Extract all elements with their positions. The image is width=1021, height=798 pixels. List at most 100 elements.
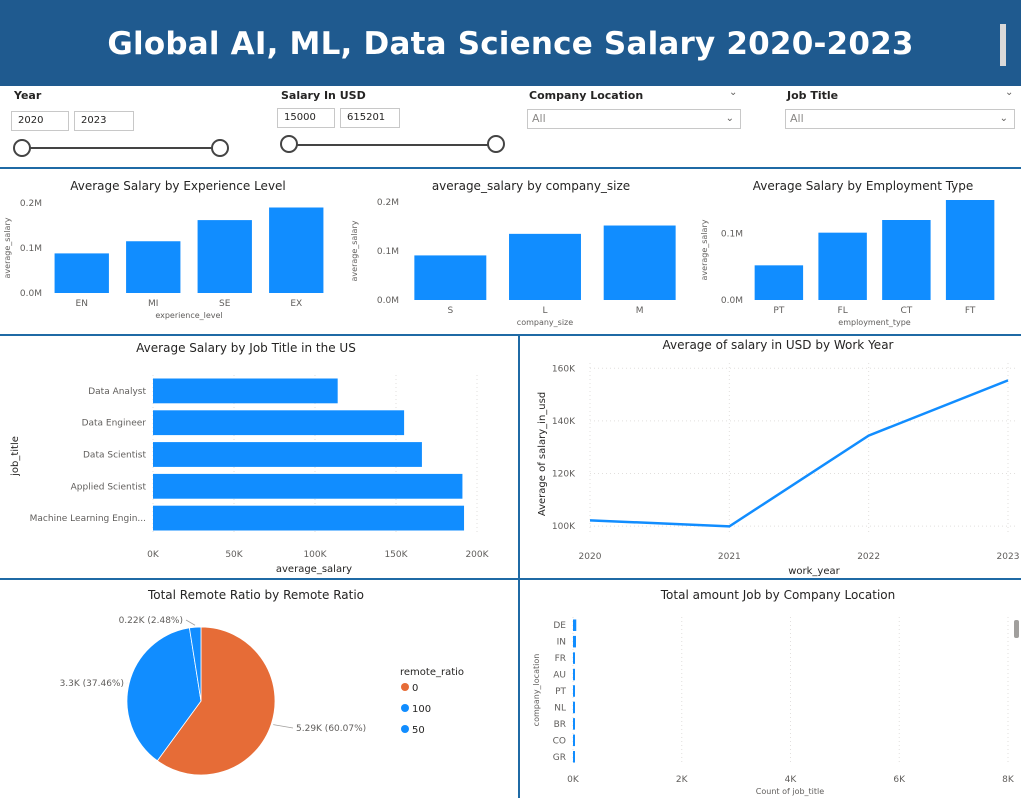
y-tick-label: IN [557,638,566,648]
bar [573,718,575,730]
salary-slider-max-handle[interactable] [487,135,505,153]
bar [153,442,422,467]
salary-slider-track[interactable] [289,144,497,146]
chart-title: Total amount Job by Company Location [660,588,895,602]
x-tick-label: SE [219,299,231,309]
bar [573,734,575,747]
x-tick-label: 2023 [997,552,1020,562]
y-tick-label: 0.1M [20,244,42,254]
legend-marker [401,704,409,712]
series-line [589,379,1009,528]
y-axis-title: Average of salary_in_usd [537,392,548,516]
pie-slice [126,627,202,762]
data-label: 0.22K (2.48%) [119,616,183,626]
y-tick-label: Data Analyst [88,387,146,397]
year-filter-label: Year [14,89,42,102]
scrollbar-handle[interactable] [1000,24,1006,66]
y-tick-label: 0.1M [721,229,743,239]
x-axis-title: company_size [517,318,573,327]
company-location-dropdown[interactable]: All ⌄ [527,109,741,129]
salary-to-input[interactable]: 615201 [340,108,400,128]
leader-line [273,724,294,729]
y-tick-label: 160K [552,364,576,374]
x-axis-title: experience_level [155,311,222,320]
bar [573,619,577,631]
bar [414,255,487,300]
y-tick-label: 100K [552,522,576,532]
x-tick-label: MI [148,299,158,309]
divider [0,334,1021,336]
scrollbar-thumb [1014,620,1019,638]
x-axis-title: work_year [788,566,840,577]
job-title-filter-label: Job Title [787,89,839,102]
x-tick-label: M [636,306,644,316]
year-slider-min-handle[interactable] [13,139,31,157]
data-label: 3.3K (37.46%) [60,679,124,689]
bar [573,668,575,681]
year-slider-track[interactable] [22,147,220,149]
x-tick-label: 50K [225,550,243,560]
bar [573,751,575,763]
bar [573,652,575,664]
y-tick-label: 0.2M [20,199,42,209]
year-to-input[interactable]: 2023 [74,111,134,131]
y-tick-label: DE [553,621,566,631]
x-tick-label: 0K [567,775,580,785]
x-tick-label: 100K [303,550,327,560]
bar [153,473,463,499]
chevron-down-icon[interactable]: ⌄ [729,87,738,98]
bar [269,207,324,293]
y-tick-label: GR [553,753,566,763]
y-tick-label: 0.0M [377,296,399,306]
employment-type-chart: Average Salary by Employment Type 0.0M 0.1… [700,179,995,327]
legend-marker [401,725,409,733]
y-tick-label: 140K [552,417,576,427]
legend-entry: 100 [412,704,431,715]
x-tick-label: S [447,306,453,316]
divider [0,578,1021,580]
y-tick-label: FR [555,654,566,664]
x-tick-label: EX [290,299,302,309]
x-tick-label: PT [773,306,784,316]
leader-line [185,619,196,626]
y-tick-label: NL [554,703,566,713]
year-from-input[interactable]: 2020 [11,111,69,131]
x-tick-label: FT [965,306,976,316]
x-tick-label: 2020 [579,552,602,562]
page-title: Global AI, ML, Data Science Salary 2020-… [107,26,914,62]
bar [126,241,181,293]
experience-level-chart: Average Salary by Experience Level 0.0M 0.… [3,179,324,320]
bar [153,505,465,531]
company-location-filter-label: Company Location [529,89,644,102]
pie-slice [156,626,276,776]
chart-title: Average Salary by Job Title in the US [136,341,356,355]
y-tick-label: 120K [552,469,576,479]
salary-slider-min-handle[interactable] [280,135,298,153]
y-tick-label: 0.1M [377,247,399,257]
job-title-chart: Average Salary by Job Title in the US 0K 5… [10,341,490,575]
bar [754,265,804,300]
chevron-down-icon: ⌄ [999,113,1008,124]
company-location-chart: Total amount Job by Company Location 0K 2K… [532,588,1019,796]
x-tick-label: 200K [465,550,489,560]
x-axis-title: average_salary [276,564,352,575]
chevron-down-icon: ⌄ [725,113,734,124]
y-tick-label: Data Scientist [83,451,146,461]
chevron-down-icon[interactable]: ⌄ [1005,87,1014,98]
year-slider-max-handle[interactable] [211,139,229,157]
job-title-dropdown[interactable]: All ⌄ [785,109,1015,129]
salary-from-input[interactable]: 15000 [277,108,335,128]
company-location-dropdown-value: All [532,112,546,125]
x-tick-label: 2021 [718,552,741,562]
x-tick-label: CT [900,306,912,316]
bar [573,635,576,648]
bar [197,220,252,293]
bar [818,232,867,300]
pie-slice [188,626,202,702]
job-title-dropdown-value: All [790,112,804,125]
chart-title: average_salary by company_size [432,179,630,193]
legend-entry: 0 [412,683,418,694]
y-axis-title: average_salary [350,220,359,281]
y-axis-title: average_salary [3,217,12,278]
work-year-line-chart: Average of salary in USD by Work Year 100… [537,338,1020,577]
